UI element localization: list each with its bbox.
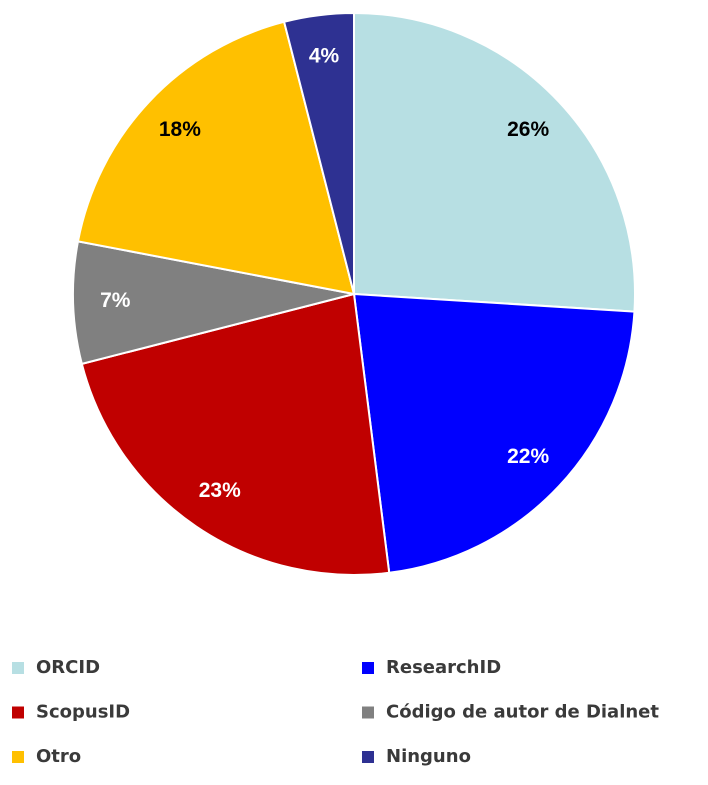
slice-label: 18% [159, 118, 201, 141]
legend-label: ORCID [36, 657, 100, 678]
legend-label: ScopusID [36, 702, 130, 723]
slice-label: 22% [507, 445, 549, 468]
pie-slice [352, 292, 636, 574]
legend-swatch [362, 706, 374, 719]
pie-slice [76, 20, 356, 296]
legend-label: Otro [36, 746, 81, 767]
pie-slice [282, 11, 355, 295]
slice-label: 7% [100, 289, 131, 312]
legend-label: ResearchID [386, 657, 501, 678]
slice-label: 4% [309, 45, 340, 68]
legend-swatch [362, 751, 374, 763]
legend-swatch [362, 662, 374, 674]
slice-label: 23% [199, 479, 241, 502]
pie-slice [80, 292, 391, 576]
legend-label: Código de autor de Dialnet [386, 702, 659, 723]
legend-swatch [12, 662, 24, 674]
pie-slice [72, 240, 355, 366]
legend-swatch [12, 751, 24, 763]
slice-label: 26% [507, 118, 549, 141]
legend-swatch [12, 706, 24, 719]
pie-slice [353, 11, 636, 313]
legend-label: Ninguno [386, 746, 471, 767]
